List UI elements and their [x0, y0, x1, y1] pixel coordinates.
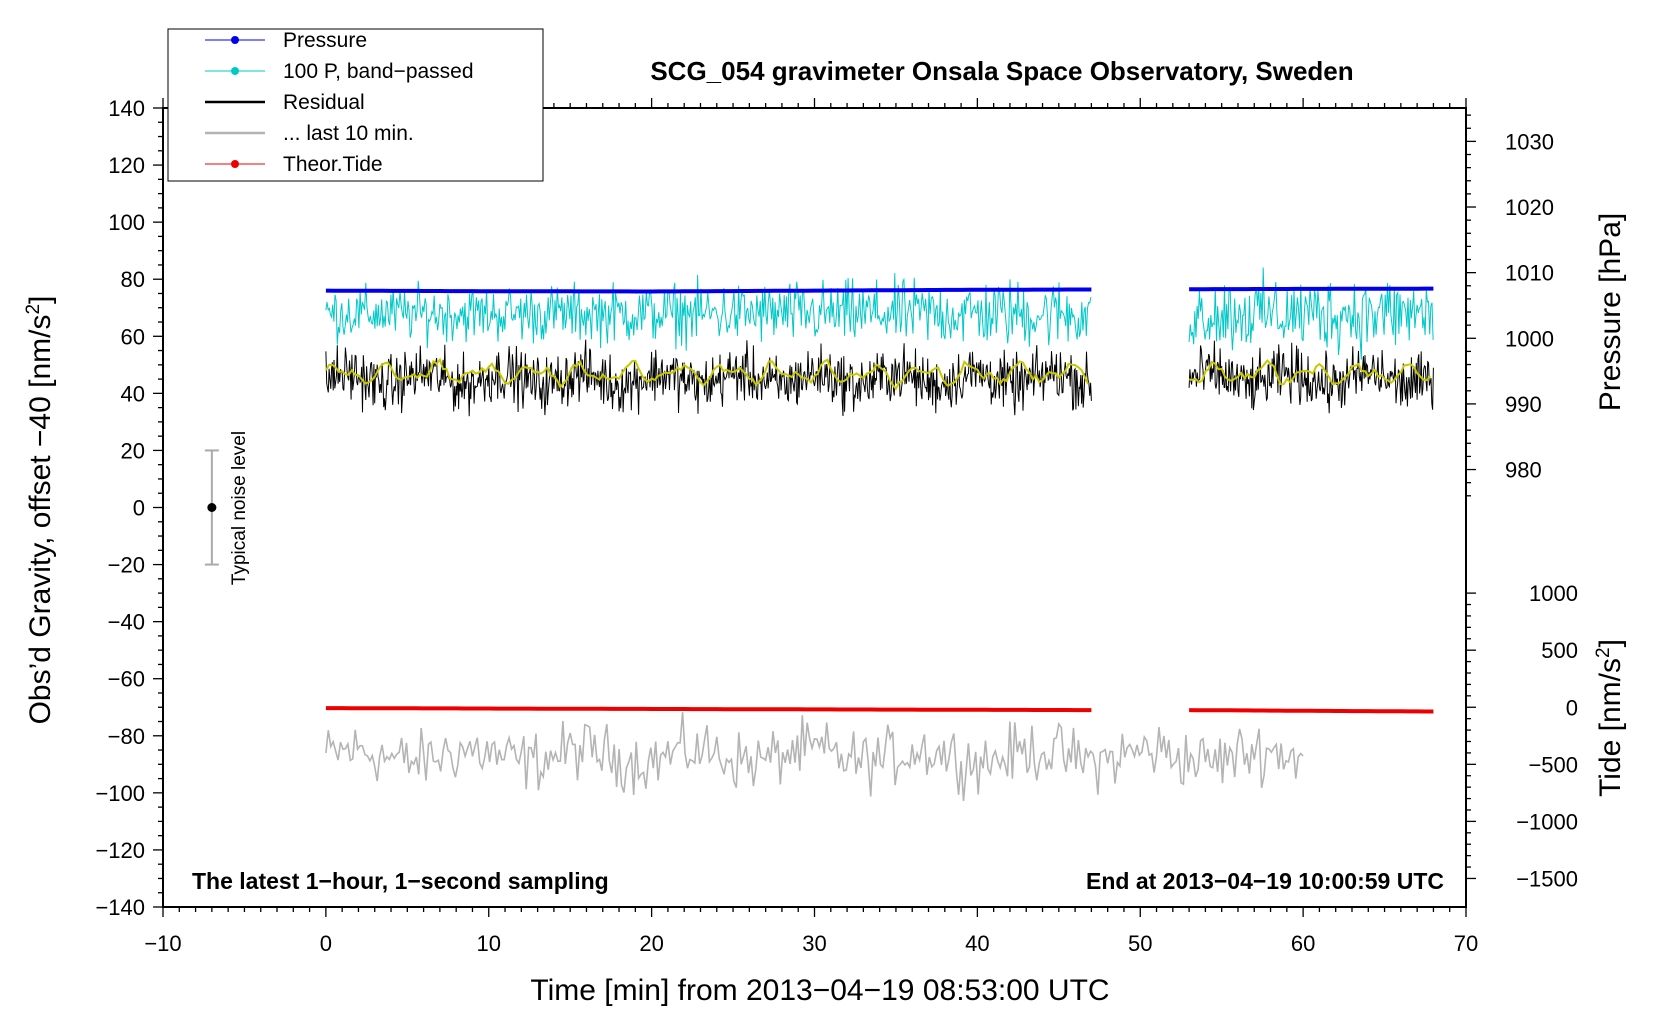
series-theor-tide-1	[1189, 708, 1434, 714]
y-tick-label: −20	[108, 553, 145, 578]
legend-marker	[231, 160, 239, 168]
tide-tick-label: 500	[1541, 638, 1578, 663]
series-residual-0	[325, 339, 1092, 417]
pressure-tick-label: 1030	[1505, 129, 1554, 154]
y-axis-title-gravity: Obs’d Gravity, offset −40 [nm/s2]	[23, 296, 57, 725]
y-tick-label: −60	[108, 667, 145, 692]
series-last-10-min	[325, 712, 1304, 801]
legend-box	[167, 28, 544, 182]
tide-tick-label: 0	[1566, 695, 1578, 720]
y-tick-label: −80	[108, 724, 145, 749]
legend-label: Theor.Tide	[283, 153, 383, 176]
x-tick-label: 40	[965, 931, 989, 956]
pressure-tick-label: 1000	[1505, 326, 1554, 351]
y-axis-title-tide: Tide [nm/s2]	[1593, 639, 1627, 797]
y-tick-label: 80	[121, 267, 145, 292]
y-tick-label: −140	[95, 895, 145, 920]
x-axis-title: Time [min] from 2013−04−19 08:53:00 UTC	[530, 974, 1109, 1007]
noise-level-label: Typical noise level	[229, 431, 250, 585]
y-tick-label: −120	[95, 838, 145, 863]
legend-label: 100 P, band−passed	[283, 60, 474, 83]
x-tick-label: 20	[639, 931, 663, 956]
chart-title: SCG_054 gravimeter Onsala Space Observat…	[650, 56, 1353, 86]
x-tick-label: 70	[1454, 931, 1478, 956]
tide-tick-label: −500	[1528, 752, 1578, 777]
legend-label: Residual	[283, 91, 365, 114]
legend-marker	[231, 36, 239, 44]
y-tick-label: −40	[108, 610, 145, 635]
series-pressure-0	[325, 287, 1092, 294]
series-pressure-1	[1189, 286, 1434, 292]
legend-marker	[231, 67, 239, 75]
legend-label: ... last 10 min.	[283, 122, 414, 145]
annotation-end-time: End at 2013−04−19 10:00:59 UTC	[1086, 868, 1444, 894]
x-tick-label: 30	[802, 931, 826, 956]
y-tick-label: 120	[108, 153, 145, 178]
x-tick-label: 50	[1128, 931, 1152, 956]
legend: Pressure 100 P, band−passed Residual ... la…	[167, 28, 544, 182]
tide-tick-label: −1000	[1516, 809, 1578, 834]
y-tick-label: −100	[95, 781, 145, 806]
y-tick-label: 20	[121, 438, 145, 463]
y-tick-label: 40	[121, 381, 145, 406]
x-tick-label: 0	[320, 931, 332, 956]
y-tick-label: 60	[121, 324, 145, 349]
tide-tick-label: 1000	[1529, 581, 1578, 606]
y-tick-label: 140	[108, 96, 145, 121]
x-tick-label: 10	[477, 931, 501, 956]
series-residual-1	[1188, 340, 1434, 414]
ticks-layer: −10 0 10 20 30 40 50 60 70140120100806040200−20−…	[95, 96, 1578, 956]
pressure-tick-label: 980	[1505, 458, 1542, 483]
series-residual-smoothed-0	[325, 357, 1090, 391]
y-tick-label: 100	[108, 210, 145, 235]
y-axis-title-pressure: Pressure [hPa]	[1594, 213, 1627, 411]
pressure-tick-label: 1020	[1505, 195, 1554, 220]
pressure-tick-label: 1010	[1505, 261, 1554, 286]
pressure-tick-label: 990	[1505, 392, 1542, 417]
legend-label: Pressure	[283, 29, 367, 52]
noise-bar-center-dot	[207, 503, 217, 512]
series-layer	[204, 267, 1434, 801]
x-tick-label: 60	[1291, 931, 1315, 956]
legend-entries: Pressure 100 P, band−passed Residual ... la…	[205, 29, 474, 176]
series-residual-smoothed-1	[1188, 359, 1431, 386]
annotation-latest-hour: The latest 1−hour, 1−second sampling	[192, 868, 609, 894]
x-tick-label: −10	[144, 931, 181, 956]
series-theor-tide-0	[325, 706, 1092, 713]
series-bandpassed-0	[325, 273, 1092, 351]
y-tick-label: 0	[133, 496, 145, 521]
tide-tick-label: −1500	[1516, 866, 1578, 891]
